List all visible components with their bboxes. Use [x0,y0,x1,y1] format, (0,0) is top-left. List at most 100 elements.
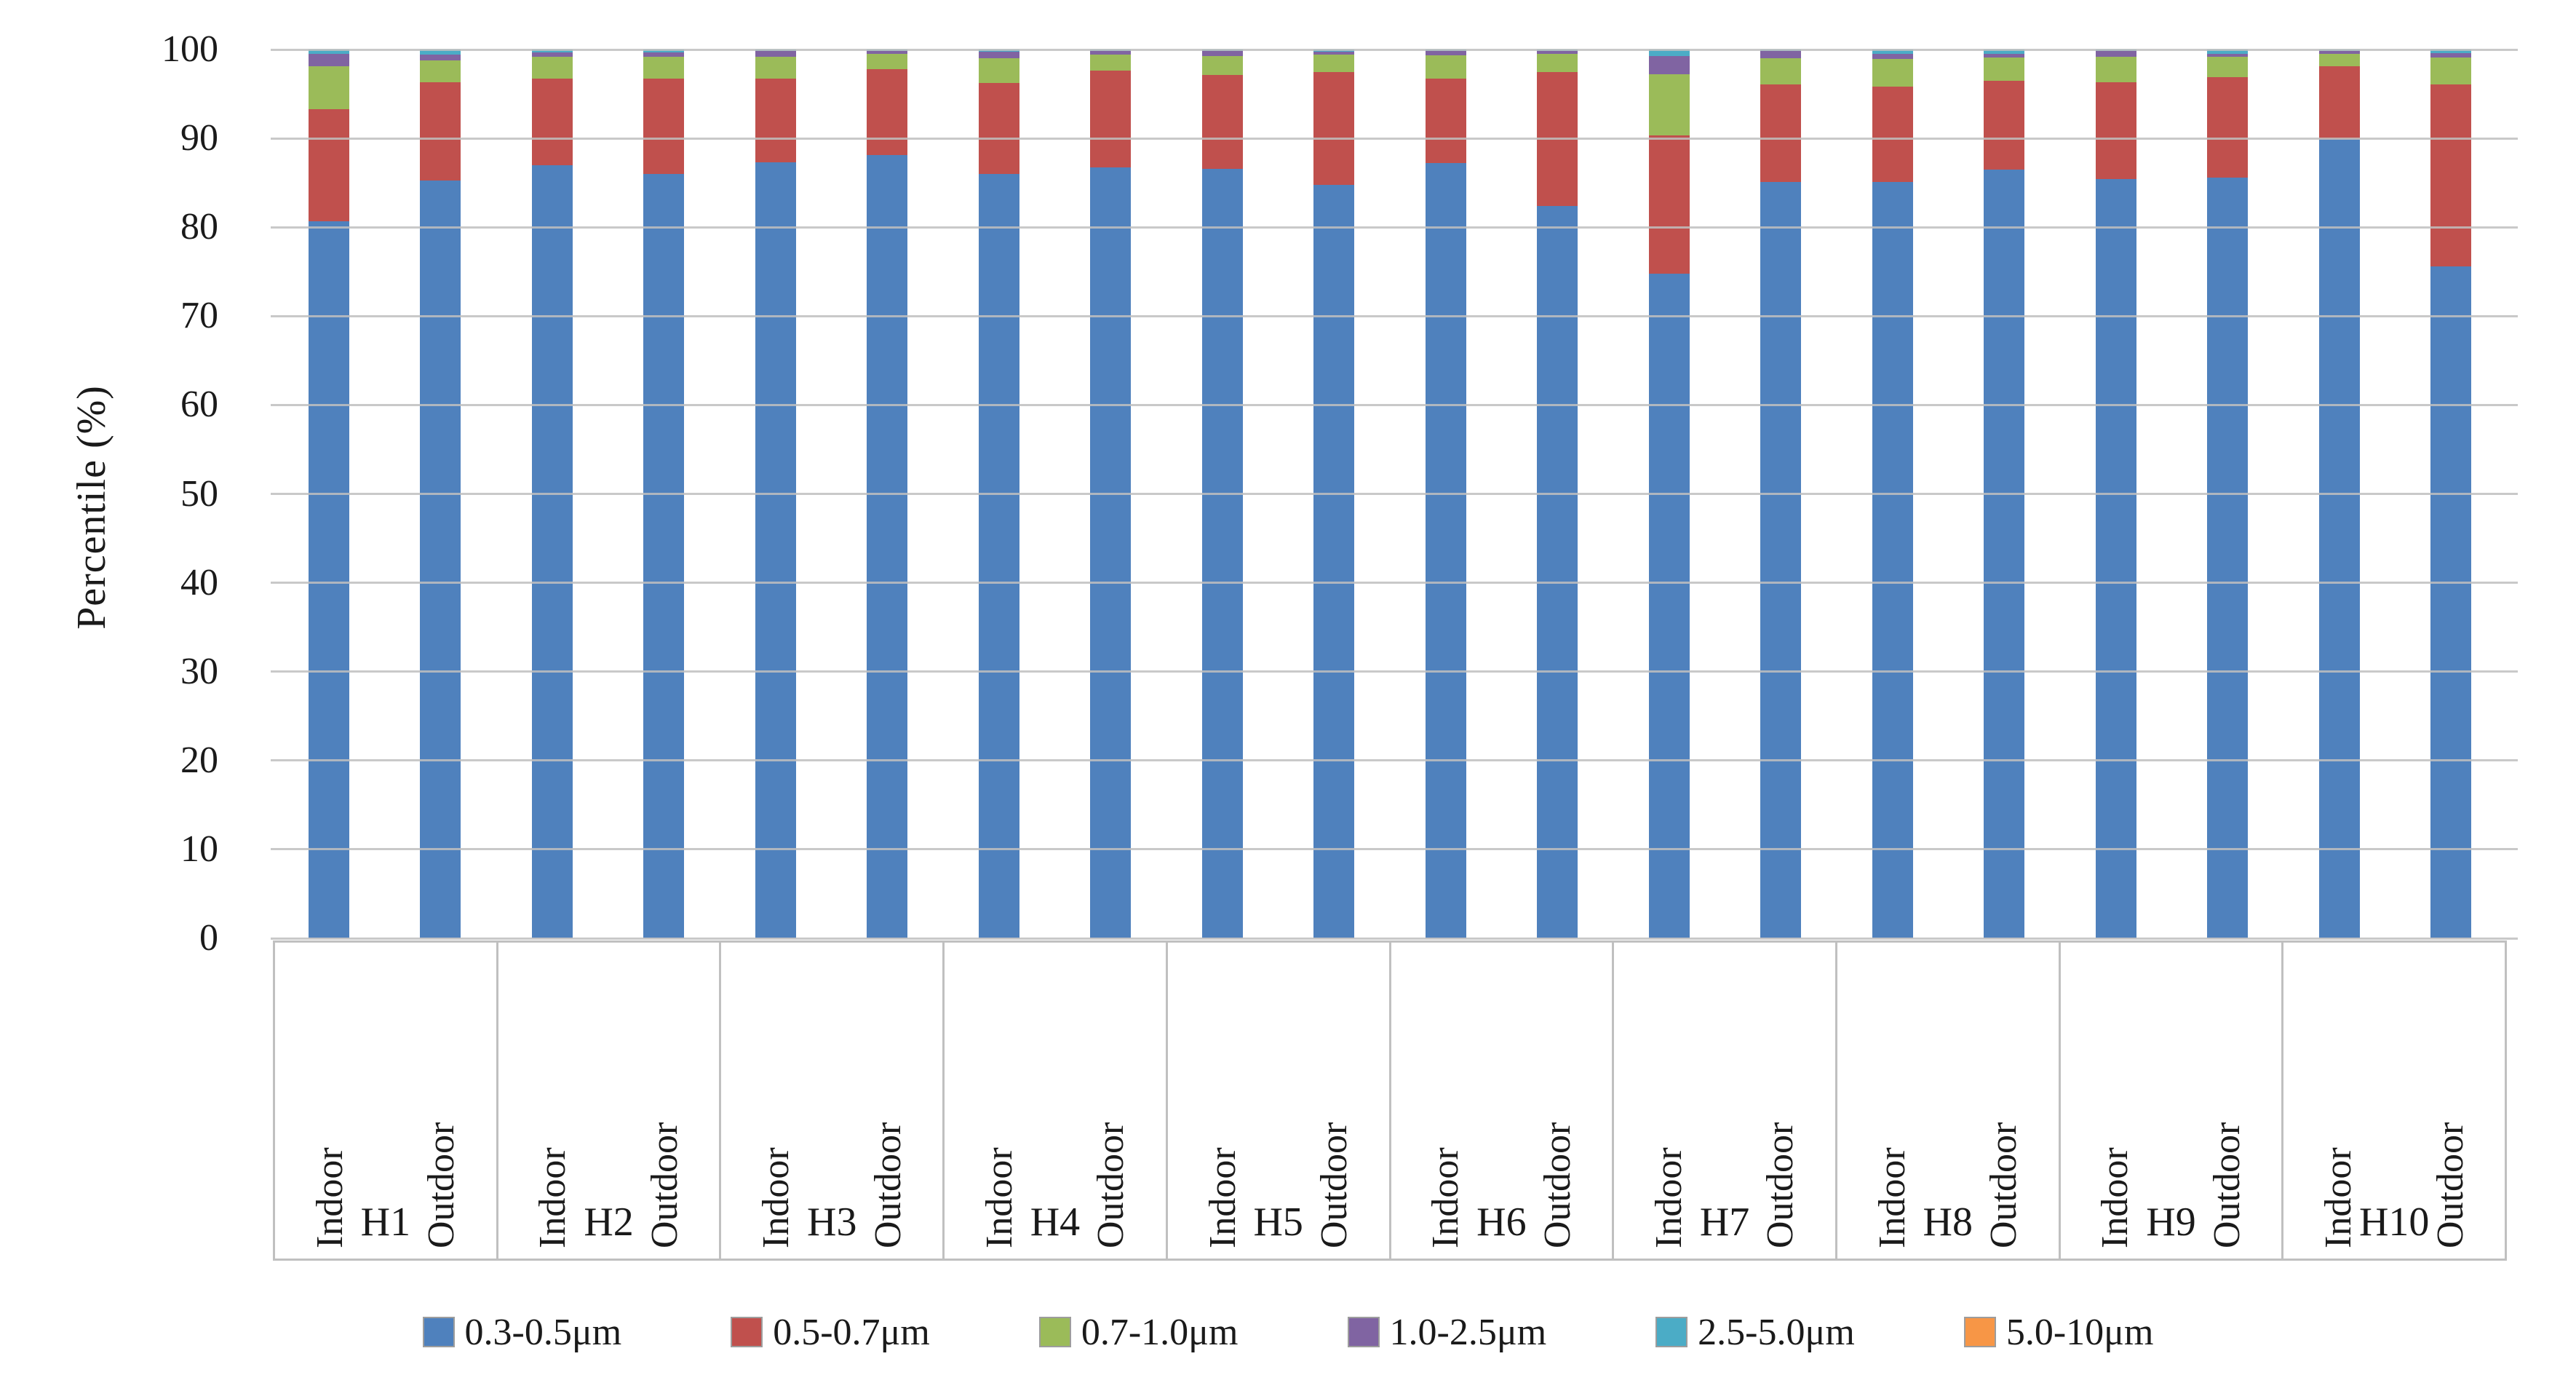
bar-segment-2.5-5.0μm [1313,49,1355,52]
bar-h4-outdoor [1090,49,1132,938]
bar-segment-1.0-2.5μm [1872,54,1913,60]
bar-segment-0.7-1.0μm [2318,54,2360,67]
bar-segment-1.0-2.5μm [1648,55,1690,75]
bar-segment-0.5-0.7μm [420,82,461,181]
bar-segment-0.3-0.5μm [867,155,908,938]
bar-segment-0.7-1.0μm [978,58,1019,84]
group-cell-h10: Indoor Outdoor H10 [2283,943,2505,1259]
bar-segment-0.3-0.5μm [1760,181,1802,938]
bar-segment-0.7-1.0μm [643,56,685,79]
legend-item-0.7-1.0μm: 0.7-1.0μm [1038,1311,1239,1354]
legend-label: 2.5-5.0μm [1698,1311,1855,1353]
bar-segment-0.5-0.7μm [2430,84,2472,266]
house-label-h4: H4 [1030,1200,1081,1245]
legend-swatch-icon [731,1317,763,1347]
group-cell-h3: Indoor Outdoor H3 [721,943,945,1259]
bar-segment-0.3-0.5μm [2318,139,2360,938]
bar-h4-indoor [978,49,1019,938]
bar-h1-outdoor [420,49,461,938]
y-tick-label: 30 [180,650,218,692]
bar-h2-indoor [531,49,573,938]
bar-segment-0.7-1.0μm [2095,56,2136,83]
bar-h8-outdoor [1984,49,2025,938]
bar-h9-outdoor [2207,49,2249,938]
bar-segment-2.5-5.0μm [2430,49,2472,53]
y-tick-label: 0 [199,917,218,959]
bar-segment-1.0-2.5μm [1760,51,1802,59]
legend-label: 5.0-10μm [2005,1311,2154,1353]
gridline [271,493,2518,495]
bar-segment-0.7-1.0μm [867,54,908,69]
bar-segment-0.7-1.0μm [1984,58,2025,81]
bar-segment-0.7-1.0μm [1760,58,1802,84]
bar-segment-0.5-0.7μm [1984,80,2025,170]
gridline [271,403,2518,406]
bar-segment-0.5-0.7μm [1760,84,1802,182]
group-cell-h9: Indoor Outdoor H9 [2061,943,2284,1259]
bar-segment-0.7-1.0μm [531,56,573,79]
bar-segment-0.7-1.0μm [308,66,349,109]
y-tick-label: 60 [180,384,218,426]
bar-segment-0.5-0.7μm [308,108,349,221]
bar-h7-outdoor [1760,49,1802,938]
bar-segment-2.5-5.0μm [1648,49,1690,56]
legend-label: 0.3-0.5μm [464,1311,622,1353]
bar-segment-0.7-1.0μm [420,60,461,83]
legend-swatch-icon [1963,1317,1996,1347]
gridline [271,759,2518,762]
bar-segment-0.5-0.7μm [978,83,1019,174]
bar-segment-2.5-5.0μm [420,49,461,55]
group-cell-h2: Indoor Outdoor H2 [498,943,722,1259]
bar-segment-1.0-2.5μm [867,51,908,55]
bar-segment-0.7-1.0μm [755,56,796,79]
house-label-h7: H7 [1699,1200,1750,1245]
bar-h3-indoor [755,49,796,938]
bar-segment-0.3-0.5μm [2207,177,2249,938]
bar-segment-0.3-0.5μm [978,173,1019,938]
legend-swatch-icon [1038,1317,1071,1347]
bar-segment-1.0-2.5μm [643,52,685,57]
bar-segment-0.3-0.5μm [1425,163,1466,938]
legend-item-5.0-10μm: 5.0-10μm [1963,1311,2154,1354]
gridline [271,848,2518,851]
bar-segment-0.7-1.0μm [1201,55,1243,76]
bar-h7-indoor [1648,49,1690,938]
bar-segment-1.0-2.5μm [2318,51,2360,55]
bar-segment-1.0-2.5μm [1090,51,1132,55]
bar-segment-1.0-2.5μm [1425,50,1466,55]
bar-h6-indoor [1425,49,1466,938]
bar-segment-0.3-0.5μm [1537,205,1578,938]
bar-segment-0.5-0.7μm [867,68,908,156]
bar-segment-0.7-1.0μm [1425,55,1466,79]
legend-swatch-icon [1347,1317,1380,1347]
bar-segment-0.5-0.7μm [2207,76,2249,178]
y-tick-label: 70 [180,295,218,337]
bar-segment-0.5-0.7μm [2095,82,2136,180]
bar-segment-2.5-5.0μm [308,49,349,55]
bar-h10-indoor [2318,49,2360,938]
bar-segment-1.0-2.5μm [978,52,1019,59]
house-label-h8: H8 [1923,1200,1973,1245]
bar-segment-0.5-0.7μm [1648,135,1690,274]
gridline [271,226,2518,229]
bar-segment-1.0-2.5μm [2207,54,2249,57]
y-tick-label: 80 [180,206,218,248]
house-label-h1: H1 [360,1200,411,1245]
bar-h8-indoor [1872,49,1913,938]
house-label-h6: H6 [1476,1200,1527,1245]
bar-segment-0.5-0.7μm [1090,71,1132,168]
y-tick-label: 40 [180,561,218,603]
bar-segment-1.0-2.5μm [1201,51,1243,56]
legend-item-1.0-2.5μm: 1.0-2.5μm [1347,1311,1546,1354]
bar-segment-0.7-1.0μm [1537,54,1578,72]
house-label-h5: H5 [1253,1200,1303,1245]
bar-segment-0.7-1.0μm [1313,55,1355,72]
gridline [271,48,2518,51]
bar-segment-0.5-0.7μm [531,79,573,165]
bar-segment-0.5-0.7μm [1872,87,1913,182]
house-label-h3: H3 [807,1200,857,1245]
bar-h5-outdoor [1313,49,1355,938]
bar-segment-0.3-0.5μm [531,165,573,938]
bar-segment-2.5-5.0μm [643,49,685,53]
bar-segment-1.0-2.5μm [420,55,461,60]
